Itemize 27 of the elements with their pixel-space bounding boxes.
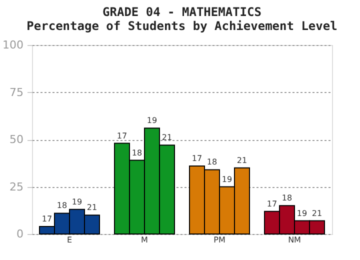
x-tick-label: M bbox=[141, 236, 148, 244]
series-label: 17 bbox=[42, 214, 52, 224]
series-label: 21 bbox=[86, 203, 98, 212]
text: 21 bbox=[312, 208, 322, 218]
text: 19 bbox=[296, 208, 308, 218]
series-label: 18 bbox=[56, 201, 68, 210]
y-tick-label: 0 bbox=[16, 228, 24, 240]
text: 17 bbox=[116, 131, 128, 140]
text: 17 bbox=[266, 199, 278, 208]
text: 21 bbox=[236, 156, 248, 165]
text: GRADE 04 - MATHEMATICS bbox=[102, 5, 262, 19]
y-tick-label: 75 bbox=[10, 86, 24, 99]
series-label: 19 bbox=[72, 197, 82, 206]
y-tick-label: 50 bbox=[10, 133, 24, 146]
text: 19 bbox=[146, 116, 158, 126]
text: 19 bbox=[222, 174, 232, 184]
y-tick-label: 25 bbox=[10, 180, 24, 194]
text: Percentage of Students by Achievement Level bbox=[26, 19, 338, 33]
x-tick-label: PM bbox=[214, 236, 226, 244]
text: 21 bbox=[162, 133, 172, 142]
text: 18 bbox=[206, 158, 218, 167]
text: 18 bbox=[132, 148, 142, 158]
x-tick-label: NM bbox=[288, 236, 302, 244]
x-tick-label: E bbox=[66, 236, 72, 244]
text: 17 bbox=[192, 154, 202, 163]
text: 18 bbox=[282, 194, 292, 203]
y-tick-label: 100 bbox=[2, 38, 24, 52]
